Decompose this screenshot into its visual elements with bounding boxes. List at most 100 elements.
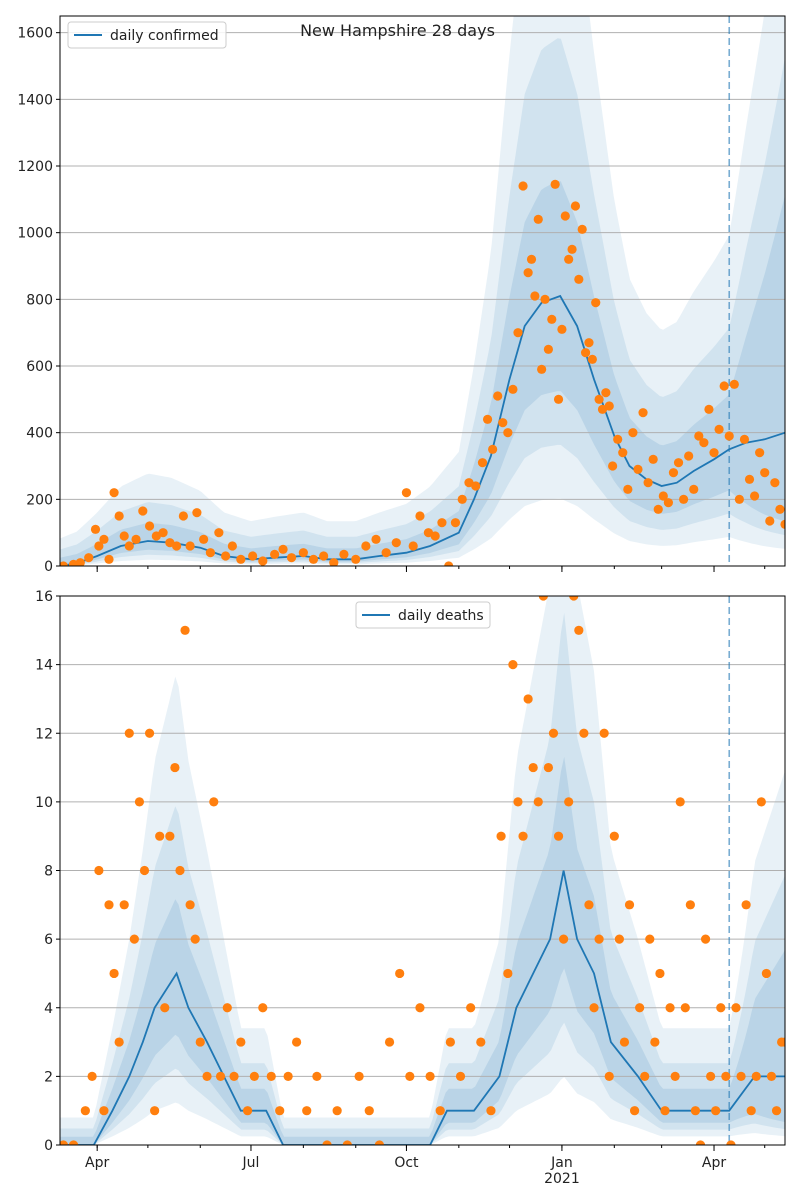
ytick-label: 14 — [35, 658, 53, 674]
xtick-sublabel: 2021 — [544, 1171, 580, 1187]
data-point — [665, 1003, 675, 1013]
data-point — [129, 934, 139, 944]
data-point — [623, 484, 633, 494]
xtick-label: Apr — [85, 1155, 109, 1171]
data-point — [591, 298, 601, 308]
data-point — [202, 1071, 212, 1081]
data-point — [523, 694, 533, 704]
data-point — [466, 1003, 476, 1013]
data-point — [104, 900, 114, 910]
data-point — [190, 934, 200, 944]
xtick-label: Oct — [394, 1155, 419, 1171]
data-point — [673, 458, 684, 468]
data-point — [719, 381, 729, 391]
data-point — [401, 488, 412, 498]
data-point — [780, 519, 785, 529]
data-point — [584, 900, 594, 910]
data-point — [150, 1106, 160, 1116]
data-point — [308, 554, 319, 564]
chart-title: New Hampshire 28 days — [300, 21, 495, 40]
data-point — [119, 531, 129, 541]
data-point — [564, 254, 574, 264]
data-point — [395, 968, 405, 979]
data-point — [109, 488, 119, 498]
data-point — [486, 1106, 496, 1116]
data-point — [648, 454, 658, 464]
data-point — [408, 541, 418, 551]
data-point — [761, 968, 772, 979]
data-point — [680, 1003, 690, 1013]
panel-confirmed: 0 200 400 600 800 1000 1200 1400 1600 New Hampshi… — [17, 15, 786, 575]
data-point — [629, 1106, 640, 1116]
data-point — [415, 511, 425, 521]
data-point — [192, 508, 202, 518]
data-point — [508, 660, 518, 670]
data-point — [155, 831, 165, 841]
series-line-median — [60, 294, 785, 566]
data-point — [405, 1071, 415, 1081]
ytick-label: 2 — [44, 1069, 53, 1085]
data-point — [731, 1003, 741, 1013]
data-point — [87, 1071, 97, 1081]
data-point — [624, 900, 635, 910]
data-point — [736, 1071, 746, 1081]
data-point — [744, 474, 755, 484]
data-point — [503, 968, 513, 979]
data-point — [675, 797, 685, 807]
data-point — [144, 521, 155, 531]
data-point — [165, 831, 175, 841]
data-point — [302, 1106, 312, 1116]
data-point — [518, 181, 528, 191]
axes-frame — [59, 15, 786, 567]
data-point — [668, 468, 679, 478]
data-point — [94, 541, 104, 551]
data-point — [322, 1140, 332, 1145]
data-point — [258, 556, 268, 566]
data-point — [364, 1106, 374, 1116]
data-point — [214, 528, 224, 538]
data-point — [342, 1140, 352, 1145]
data-point — [619, 1037, 630, 1047]
data-point — [498, 418, 508, 428]
data-point — [685, 900, 695, 910]
data-point — [589, 1003, 599, 1013]
ytick-label: 400 — [26, 426, 53, 442]
data-point — [550, 179, 560, 189]
data-point — [604, 401, 614, 411]
data-point — [704, 404, 714, 414]
data-point — [249, 1071, 259, 1081]
ytick-label: 12 — [35, 726, 53, 742]
data-point — [765, 516, 775, 526]
data-point — [90, 524, 101, 534]
data-point — [445, 1037, 455, 1047]
data-point — [574, 625, 584, 635]
data-point — [415, 1003, 425, 1013]
ytick-label: 10 — [35, 795, 53, 811]
data-point — [513, 797, 523, 807]
data-point — [374, 1140, 385, 1145]
legend-box — [67, 21, 227, 49]
data-point — [569, 596, 579, 601]
data-point — [570, 201, 581, 211]
xtick-label: Jul — [242, 1155, 260, 1171]
data-point — [286, 553, 297, 563]
data-point — [209, 797, 219, 807]
data-point — [384, 1037, 395, 1047]
data-point — [700, 934, 711, 944]
data-point — [503, 428, 513, 438]
data-point — [60, 561, 68, 566]
ytick-label: 0 — [44, 1138, 53, 1154]
data-point — [679, 494, 689, 504]
data-point — [180, 625, 190, 635]
data-point — [724, 431, 734, 441]
plot-area — [60, 596, 785, 1145]
data-point — [721, 1071, 731, 1081]
data-point — [94, 865, 104, 876]
data-point — [694, 431, 704, 441]
legend-label: daily deaths — [398, 608, 484, 624]
data-point — [68, 559, 79, 566]
data-point — [435, 1106, 445, 1116]
data-point — [690, 1106, 701, 1116]
data-point — [275, 1106, 285, 1116]
data-point — [771, 1106, 782, 1116]
